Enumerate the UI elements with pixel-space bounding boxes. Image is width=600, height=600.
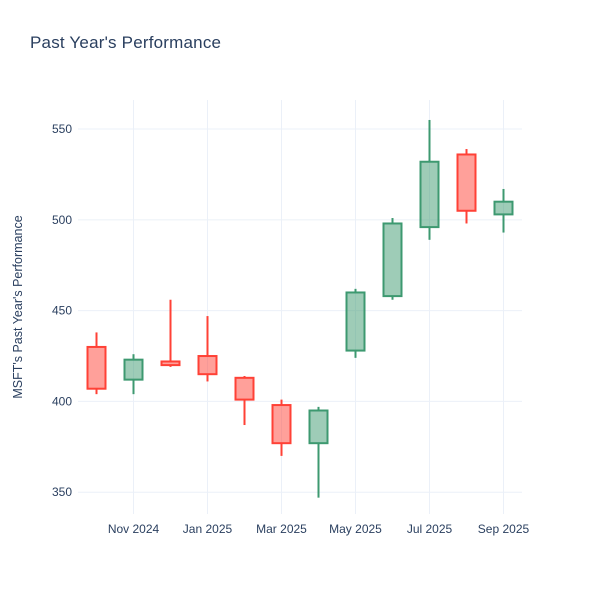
x-tick-label: Jul 2025 xyxy=(407,522,453,536)
x-tick-label: May 2025 xyxy=(329,522,382,536)
y-tick-label: 500 xyxy=(52,213,72,227)
candle-may-2025[interactable] xyxy=(345,288,366,358)
candle-body xyxy=(493,200,514,216)
candle-aug-2025[interactable] xyxy=(456,149,477,224)
candle-body xyxy=(271,404,292,445)
candle-body xyxy=(86,345,107,390)
x-tick-label: Nov 2024 xyxy=(108,522,160,536)
candle-body xyxy=(160,360,181,367)
y-tick-label: 400 xyxy=(52,394,72,408)
chart-title: Past Year's Performance xyxy=(30,33,222,52)
y-tick-label: 550 xyxy=(52,122,72,136)
candle-nov-2024[interactable] xyxy=(123,354,144,395)
candle-jan-2025[interactable] xyxy=(197,316,218,382)
candle-dec-2024[interactable] xyxy=(160,299,181,367)
candle-mar-2025[interactable] xyxy=(271,399,292,456)
candle-body xyxy=(382,222,403,298)
x-tick-label: Jan 2025 xyxy=(183,522,233,536)
candle-body xyxy=(419,160,440,229)
candle-oct-2024[interactable] xyxy=(86,332,107,395)
candle-body xyxy=(308,409,329,445)
y-axis-title: MSFT's Past Year's Performance xyxy=(11,215,25,398)
candle-body xyxy=(234,376,255,401)
y-tick-label: 450 xyxy=(52,304,72,318)
x-tick-label: Mar 2025 xyxy=(256,522,307,536)
candle-body xyxy=(123,358,144,381)
candle-jun-2025[interactable] xyxy=(382,218,403,300)
x-tick-label: Sep 2025 xyxy=(478,522,530,536)
candle-body xyxy=(456,153,477,212)
y-tick-label: 350 xyxy=(52,485,72,499)
candle-apr-2025[interactable] xyxy=(308,406,329,498)
candle-body xyxy=(197,355,218,376)
candle-feb-2025[interactable] xyxy=(234,376,255,426)
candle-sep-2025[interactable] xyxy=(493,188,514,233)
candle-jul-2025[interactable] xyxy=(419,119,440,240)
candle-body xyxy=(345,291,366,352)
